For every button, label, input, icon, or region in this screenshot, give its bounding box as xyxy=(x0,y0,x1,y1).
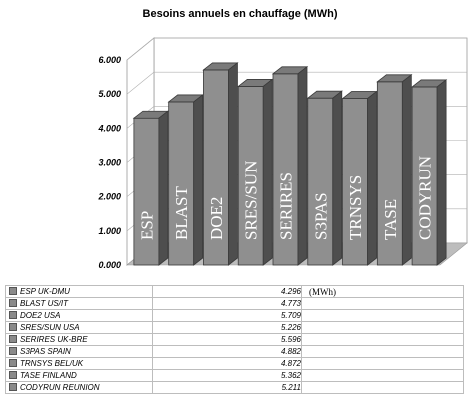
bar-label: ESP xyxy=(137,211,156,240)
row-unit: (MWh) xyxy=(301,285,464,298)
bar-label: TASE xyxy=(381,199,400,240)
row-label: SERIRES UK-BRE xyxy=(20,334,88,344)
legend-square-icon xyxy=(9,346,17,355)
row-value: 5.362 xyxy=(152,369,302,382)
row-label-cell: DOE2 USA xyxy=(5,309,153,322)
bar-side xyxy=(367,90,377,266)
plot-area: 0.000 1.000 2.000 3.000 4.000 5.000 6.000 ESP BL… xyxy=(97,37,468,270)
row-label-cell: TRNSYS BEL/UK xyxy=(5,357,153,370)
y-tick-label: 5.000 xyxy=(98,89,121,99)
bar xyxy=(272,73,299,266)
row-label: TASE FINLAND xyxy=(20,370,77,380)
y-tick-label: 6.000 xyxy=(98,55,121,65)
bar-label: SERIRES xyxy=(277,172,296,240)
row-value: 4.882 xyxy=(152,345,302,358)
bar-label: DOE2 xyxy=(207,197,226,240)
bar-side xyxy=(262,78,273,266)
bar-label: BLAST xyxy=(172,186,191,240)
row-label: TRNSYS BEL/UK xyxy=(20,358,84,368)
table-row: BLAST US/IT 4.773 xyxy=(5,297,464,310)
row-value: 5.226 xyxy=(152,321,302,334)
bar-side xyxy=(297,65,308,266)
table-row: TASE FINLAND 5.362 xyxy=(5,369,464,382)
row-label-cell: SERIRES UK-BRE xyxy=(5,333,153,346)
row-unit xyxy=(301,357,464,370)
row-label-cell: SRES/SUN USA xyxy=(5,321,153,334)
bar-label: CODYRUN xyxy=(416,156,435,240)
row-unit xyxy=(301,345,464,358)
row-value: 4.773 xyxy=(152,297,302,310)
row-label-cell: CODYRUN REUNION xyxy=(5,381,153,394)
table-row: SRES/SUN USA 5.226 xyxy=(5,321,464,334)
row-label: SRES/SUN USA xyxy=(20,322,80,332)
row-unit xyxy=(301,381,464,394)
row-value: 4.872 xyxy=(152,357,302,370)
row-label: ESP UK-DMU xyxy=(20,286,70,296)
bar xyxy=(168,101,195,266)
row-label: S3PAS SPAIN xyxy=(20,346,71,356)
bar xyxy=(237,86,264,266)
row-unit xyxy=(301,297,464,310)
bar-side xyxy=(436,79,447,266)
table-row: TRNSYS BEL/UK 4.872 xyxy=(5,357,464,370)
row-label: DOE2 USA xyxy=(20,310,61,320)
table-row: DOE2 USA 5.709 xyxy=(5,309,464,322)
legend-square-icon xyxy=(9,370,17,379)
row-label: CODYRUN REUNION xyxy=(20,382,100,392)
bar-side xyxy=(332,90,343,266)
bar-side xyxy=(193,94,204,266)
row-unit xyxy=(301,369,464,382)
gridline-side xyxy=(126,71,155,95)
data-table-body: ESP UK-DMU 4.296 (MWh) BLAST US/IT 4.773 DOE2… xyxy=(5,285,464,394)
row-value: 5.596 xyxy=(152,333,302,346)
row-unit xyxy=(301,333,464,346)
y-tick-label: 1.000 xyxy=(98,226,121,236)
bar-chart: Besoins annuels en chauffage (MWh) 0.000… xyxy=(97,8,468,270)
bar xyxy=(342,98,368,266)
row-label-cell: ESP UK-DMU xyxy=(5,285,153,298)
row-unit xyxy=(301,309,464,322)
gridline-side xyxy=(126,37,155,61)
row-value: 5.709 xyxy=(152,309,302,322)
y-tick-label: 0.000 xyxy=(98,260,121,270)
row-label-cell: BLAST US/IT xyxy=(5,297,153,310)
table-row: S3PAS SPAIN 4.882 xyxy=(5,345,464,358)
legend-square-icon xyxy=(9,334,17,343)
bar-label: SRES/SUN xyxy=(242,161,261,240)
row-value: 4.296 xyxy=(152,285,302,298)
table-row: ESP UK-DMU 4.296 (MWh) xyxy=(5,285,464,298)
y-tick-label: 2.000 xyxy=(97,192,121,202)
row-unit xyxy=(301,321,464,334)
legend-square-icon xyxy=(9,322,17,331)
bar xyxy=(411,86,438,266)
row-label: BLAST US/IT xyxy=(20,298,69,308)
y-tick-label: 4.000 xyxy=(97,123,121,133)
table-row: CODYRUN REUNION 5.211 xyxy=(5,381,464,394)
bar-label: TRNSYS xyxy=(346,175,365,240)
bar-side xyxy=(228,62,238,266)
table-row: SERIRES UK-BRE 5.596 xyxy=(5,333,464,346)
data-table: ESP UK-DMU 4.296 (MWh) BLAST US/IT 4.773 DOE2… xyxy=(5,285,464,394)
legend-square-icon xyxy=(9,310,17,319)
bar-label: S3PAS xyxy=(311,192,330,240)
legend-square-icon xyxy=(9,298,17,307)
row-label-cell: S3PAS SPAIN xyxy=(5,345,153,358)
bar xyxy=(307,97,334,266)
bar-side xyxy=(158,110,169,266)
legend-square-icon xyxy=(9,358,17,367)
y-tick-label: 3.000 xyxy=(98,158,121,168)
legend-square-icon xyxy=(9,382,17,391)
bar xyxy=(133,117,160,266)
row-label-cell: TASE FINLAND xyxy=(5,369,153,382)
row-value: 5.211 xyxy=(152,381,302,394)
bar-side xyxy=(401,73,412,266)
legend-square-icon xyxy=(9,286,17,295)
chart-title: Besoins annuels en chauffage (MWh) xyxy=(143,8,338,20)
